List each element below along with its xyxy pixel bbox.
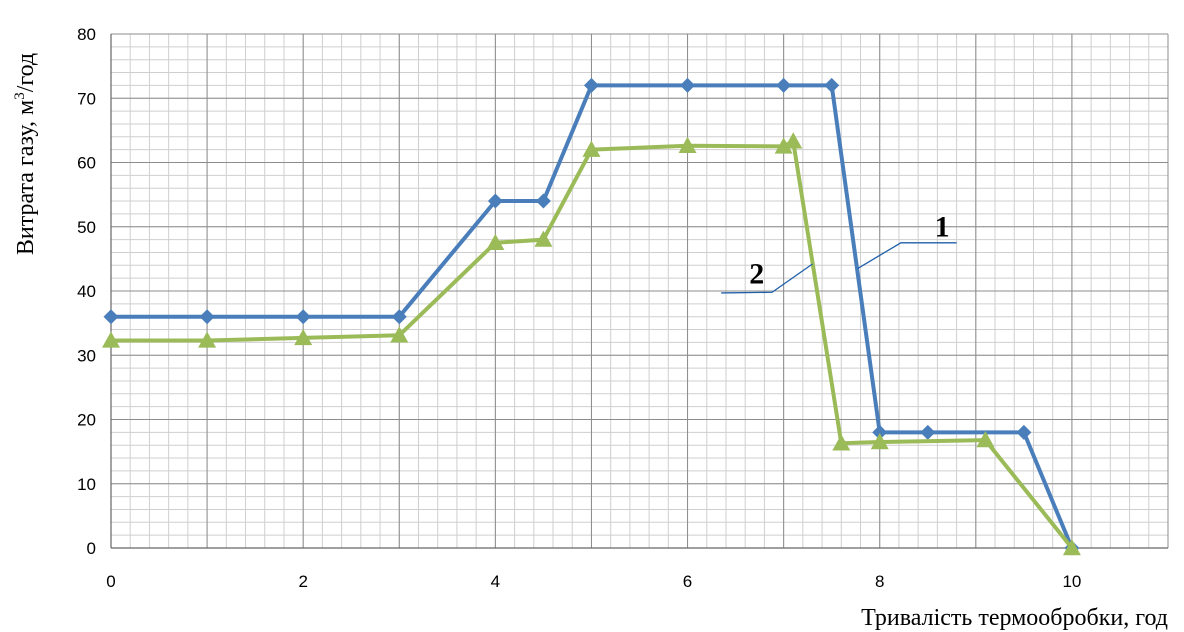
y-tick-label: 10 — [77, 475, 96, 494]
series-1-point — [1016, 424, 1032, 440]
series-2-point — [294, 328, 313, 346]
y-axis-title: Витрата газу, м3/год — [12, 53, 39, 255]
series-1-point — [583, 77, 599, 93]
series-2-callout-leader — [721, 263, 813, 294]
series-2-point — [678, 136, 697, 153]
series-2-point — [390, 326, 409, 343]
series-2-line — [111, 139, 1074, 550]
series-1-point — [680, 77, 696, 93]
series-1 — [103, 77, 1080, 556]
series-1-point — [295, 309, 311, 325]
series-2-point — [102, 331, 120, 348]
series-1-callout: 1 — [935, 210, 950, 243]
series-2-point — [198, 331, 217, 348]
x-tick-label: 4 — [491, 572, 500, 591]
x-tick-label: 0 — [106, 572, 115, 591]
series-2-point — [784, 132, 803, 149]
series-1-point — [872, 424, 888, 440]
series-2-point — [832, 434, 851, 451]
series-2-point — [870, 432, 889, 450]
x-tick-label: 6 — [683, 572, 692, 591]
series-1-point — [199, 309, 215, 325]
series-callouts: 12 — [721, 210, 957, 294]
axes — [110, 34, 1168, 549]
series-1-point — [535, 193, 551, 209]
x-axis-title: Тривалість термообробки, год — [861, 605, 1168, 631]
series-2-point — [582, 140, 601, 157]
x-tick-label: 2 — [298, 572, 307, 591]
y-axis-title-main: Витрата газу, м — [13, 100, 39, 255]
series-1-point — [776, 77, 792, 93]
series-1-line — [111, 83, 1074, 549]
series-1-point — [920, 424, 936, 440]
x-tick-label: 8 — [875, 572, 884, 591]
y-axis-title-tail: /год — [13, 53, 39, 92]
y-tick-label: 30 — [77, 346, 96, 365]
y-tick-label: 20 — [77, 411, 96, 430]
y-axis-tick-labels: 0 10 20 30 40 50 60 70 80 — [77, 25, 96, 558]
y-tick-label: 0 — [87, 539, 96, 558]
series-1-point — [103, 309, 119, 325]
y-axis-title-superscript: 3 — [12, 92, 28, 100]
y-tick-label: 60 — [77, 154, 96, 173]
y-tick-label: 50 — [77, 218, 96, 237]
series-2 — [102, 132, 1081, 556]
series-2-point — [486, 233, 505, 251]
series-1-point — [824, 77, 840, 93]
series-1-point — [487, 193, 503, 209]
x-axis-tick-labels: 0 2 4 6 8 10 — [106, 572, 1081, 591]
series-2-point — [774, 137, 793, 154]
series-2-callout: 2 — [749, 257, 764, 290]
x-tick-label: 10 — [1062, 572, 1081, 591]
y-tick-label: 70 — [77, 89, 96, 108]
series-2-point — [1062, 539, 1081, 556]
series-2-point — [534, 230, 553, 247]
series-layer — [102, 77, 1081, 556]
y-tick-label: 40 — [77, 282, 96, 301]
series-1-callout-leader — [857, 242, 957, 270]
series-2-point — [976, 431, 995, 448]
series-1-point — [391, 309, 407, 325]
y-tick-label: 80 — [77, 25, 96, 44]
